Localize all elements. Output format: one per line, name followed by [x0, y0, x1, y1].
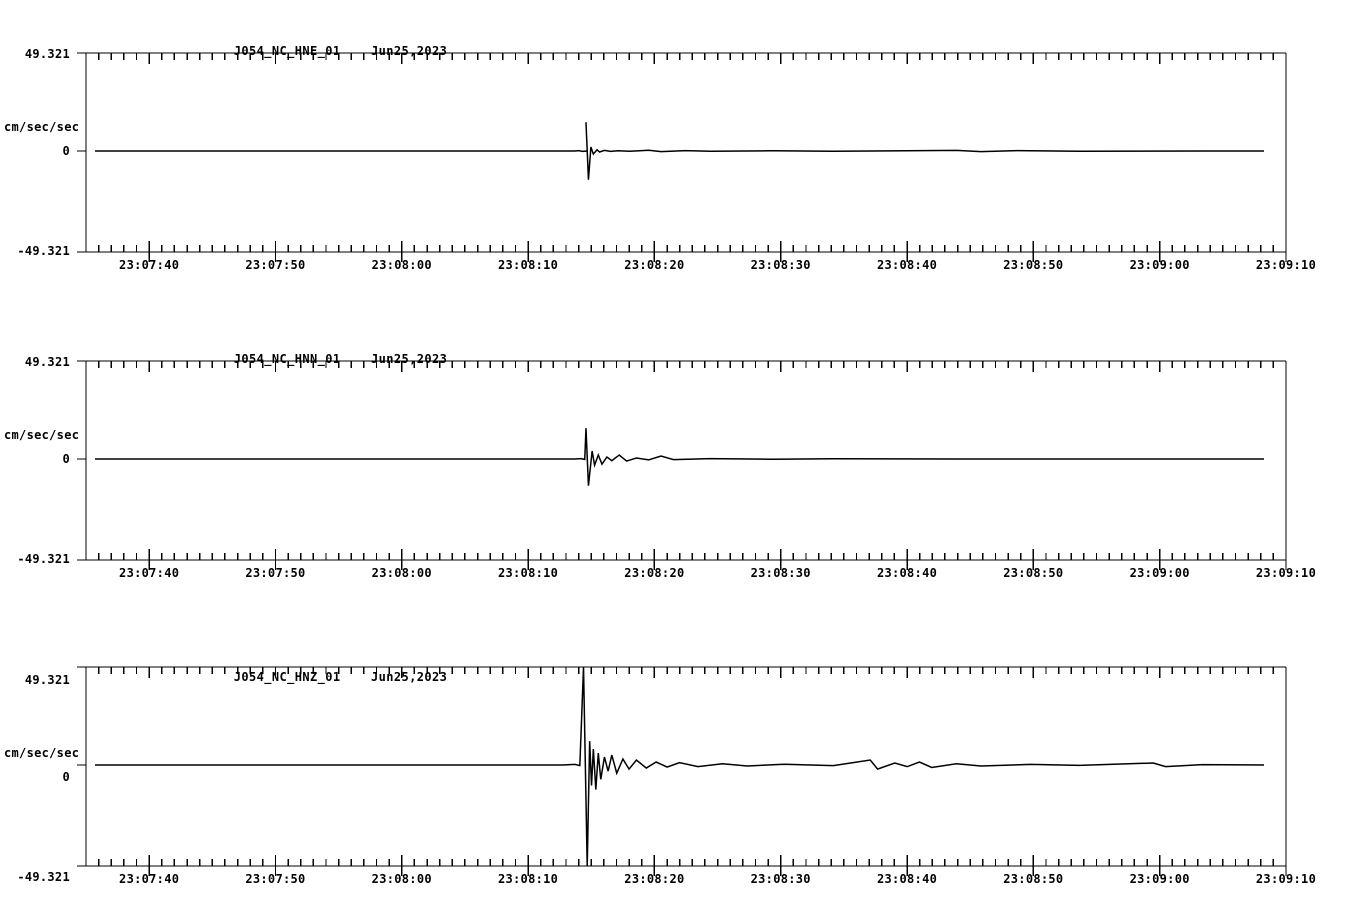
y-zero-label-hnn: 0 — [62, 452, 70, 466]
x-tick-label: 23:09:10 — [1255, 872, 1317, 886]
y-min-label-hnn: -49.321 — [17, 552, 70, 566]
plot-area-hnz — [77, 666, 1287, 876]
y-units-label-hnz: cm/sec/sec — [4, 746, 80, 760]
plot-area-hnn — [77, 360, 1287, 570]
y-max-label-hnn: 49.321 — [24, 355, 70, 369]
x-tick-label: 23:08:10 — [497, 258, 559, 272]
x-tick-label: 23:08:20 — [624, 872, 685, 886]
x-tick-label: 23:07:50 — [245, 566, 306, 580]
panel-title-hnz-date: Jun25,2023 — [371, 670, 448, 684]
x-tick-label: 23:07:50 — [245, 258, 306, 272]
x-tick-label: 23:08:50 — [1003, 258, 1064, 272]
panel-title-hnn-date: Jun25,2023 — [371, 352, 448, 366]
x-tick-label: 23:08:20 — [624, 566, 685, 580]
x-tick-label: 23:08:30 — [750, 566, 811, 580]
x-tick-label: 23:08:50 — [1003, 872, 1064, 886]
y-units-label-hne: cm/sec/sec — [4, 120, 80, 134]
x-tick-label: 23:08:10 — [497, 872, 559, 886]
x-tick-label: 23:07:50 — [245, 872, 306, 886]
y-min-label-hne: -49.321 — [17, 244, 70, 258]
x-tick-label: 23:08:00 — [371, 566, 432, 580]
x-tick-label: 23:08:40 — [876, 566, 938, 580]
x-tick-label: 23:08:00 — [371, 872, 432, 886]
panel-hne: J054_NC_HNE_01 Jun25,2023 49.321 cm/sec/… — [0, 0, 1358, 300]
plot-area-hne — [77, 52, 1287, 262]
x-tick-label: 23:08:20 — [624, 258, 685, 272]
y-max-label-hnz: 49.321 — [24, 673, 70, 687]
x-tick-label: 23:09:10 — [1255, 258, 1317, 272]
y-zero-label-hne: 0 — [62, 144, 70, 158]
x-tick-label: 23:08:00 — [371, 258, 432, 272]
x-tick-label: 23:08:40 — [876, 258, 938, 272]
x-tick-label: 23:07:40 — [119, 258, 180, 272]
y-units-label-hnn: cm/sec/sec — [4, 428, 80, 442]
x-tick-label: 23:07:40 — [119, 566, 180, 580]
x-tick-label: 23:08:50 — [1003, 566, 1064, 580]
x-tick-label: 23:08:40 — [876, 872, 938, 886]
x-tick-label: 23:09:10 — [1255, 566, 1317, 580]
panel-hnn: J054_NC_HNN_01 Jun25,2023 49.321 cm/sec/… — [0, 308, 1358, 608]
x-tick-label: 23:07:40 — [119, 872, 180, 886]
x-tick-label: 23:09:00 — [1129, 566, 1190, 580]
y-max-label-hne: 49.321 — [24, 47, 70, 61]
x-tick-label: 23:09:00 — [1129, 872, 1190, 886]
panel-hnz: J054_NC_HNZ_01 Jun25,2023 49.321 cm/sec/… — [0, 614, 1358, 924]
x-tick-label: 23:08:30 — [750, 872, 811, 886]
x-tick-label: 23:09:00 — [1129, 258, 1190, 272]
y-zero-label-hnz: 0 — [62, 770, 70, 784]
x-tick-label: 23:08:10 — [497, 566, 559, 580]
y-min-label-hnz: -49.321 — [17, 870, 70, 884]
x-tick-label: 23:08:30 — [750, 258, 811, 272]
panel-title-hne-date: Jun25,2023 — [371, 44, 448, 58]
